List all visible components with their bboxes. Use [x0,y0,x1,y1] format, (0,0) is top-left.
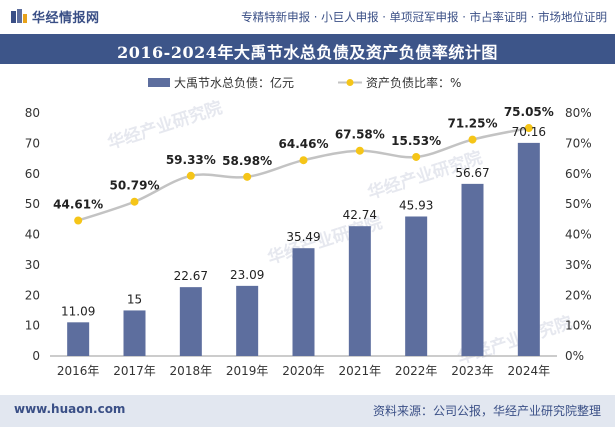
legend-line-label: 资产负债比率：% [366,75,461,90]
bar [461,183,484,356]
bar [179,287,202,356]
y-left-tick-label: 60 [25,167,40,181]
ratio-value-label: 67.58% [335,128,385,142]
ratio-value-label: 71.25% [448,117,498,131]
bar-value-label: 35.49 [286,230,320,244]
bar [292,248,315,356]
data-labels: 11.09 15 22.67 23.09 35.49 42.74 45.93 56.67 70.… [53,105,554,318]
x-tick-label: 2017年 [113,364,156,378]
y-left-tick-label: 40 [25,228,40,242]
bar [517,142,540,356]
x-tick-label: 2020年 [282,364,325,378]
bar-value-label: 23.09 [230,268,264,282]
ratio-point [468,135,477,144]
chart-canvas: 华经产业研究院华经产业研究院华经产业研究院华经产业研究院 大禹节水总负债：亿元资… [25,75,592,378]
x-tick-label: 2018年 [170,364,213,378]
line-series [74,124,533,225]
bar [67,322,90,356]
legend-bar-label: 大禹节水总负债：亿元 [174,75,294,90]
y-right-tick-label: 80% [565,106,592,120]
footer-website[interactable]: www.huaon.com [14,402,126,416]
y-right-tick-label: 30% [565,258,592,272]
ratio-value-label: 50.79% [110,179,160,193]
y-left-tick-label: 10 [25,319,40,333]
ratio-point [130,197,139,206]
ratio-point [74,216,83,225]
bar [405,216,428,356]
ratio-value-label: 75.05% [504,105,554,119]
logo-icon [10,8,28,26]
y-right-tick-label: 50% [565,197,592,211]
x-tick-label: 2016年 [57,364,100,378]
ratio-point [243,172,252,181]
legend-bar-swatch [148,78,170,87]
bar-value-label: 22.67 [174,269,208,283]
y-left-tick-label: 20 [25,288,40,302]
legend-line-marker [346,79,354,86]
ratio-point [412,152,421,161]
ratio-value-label: 58.98% [222,154,272,168]
bar-series [67,142,540,356]
bar-value-label: 56.67 [455,166,489,180]
y-left-tick-label: 50 [25,197,40,211]
chart-title: 2016-2024年大禹节水总负债及资产负债率统计图 [117,43,498,62]
footer-source: 资料来源：公司公报，华经产业研究院整理 [372,404,601,418]
x-tick-label: 2021年 [339,364,382,378]
y-right-tick-label: 10% [565,319,592,333]
y-right-tick-label: 70% [565,136,592,150]
y-right-tick-label: 20% [565,288,592,302]
bar [123,310,146,356]
brand-logo[interactable]: 华经情报网 [10,7,100,26]
bar-value-label: 11.09 [61,304,95,318]
title-bar: 2016-2024年大禹节水总负债及资产负债率统计图 [0,34,615,64]
y-right-tick-label: 60% [565,167,592,181]
ratio-value-label: 64.46% [279,137,329,151]
y-left-tick-label: 80 [25,106,40,120]
ratio-value-label: 15.53% [391,134,441,148]
footer: www.huaon.com 资料来源：公司公报，华经产业研究院整理 [0,395,615,427]
x-tick-label: 2024年 [508,364,551,378]
bar-value-label: 42.74 [343,208,377,222]
ratio-point [299,156,308,165]
y-right-tick-label: 0% [565,349,584,363]
ratio-point [186,171,195,180]
top-header: 华经情报网 专精特新申报 · 小巨人申报 · 单项冠军申报 · 市占率证明 · … [0,0,615,34]
bar [236,285,259,356]
bar-value-label: 15 [127,292,142,306]
y-right-tick-label: 40% [565,228,592,242]
ratio-point [355,146,364,155]
ratio-value-label: 59.33% [166,153,216,167]
y-left-tick-label: 0 [32,349,40,363]
bar-value-label: 70.16 [512,125,546,139]
bar-value-label: 45.93 [399,198,433,212]
bar [348,226,371,356]
x-tick-label: 2022年 [395,364,438,378]
watermark-text: 华经产业研究院 [105,97,225,154]
x-tick-label: 2019年 [226,364,269,378]
y-left-tick-label: 30 [25,258,40,272]
logo-text: 华经情报网 [32,11,100,26]
ratio-point [524,124,533,133]
y-left-tick-label: 70 [25,136,40,150]
x-tick-label: 2023年 [451,364,494,378]
ratio-value-label: 44.61% [53,197,103,211]
header-tagline: 专精特新申报 · 小巨人申报 · 单项冠军申报 · 市占率证明 · 市场地位证明 [241,10,607,24]
legend: 大禹节水总负债：亿元 资产负债比率：% [148,75,461,90]
